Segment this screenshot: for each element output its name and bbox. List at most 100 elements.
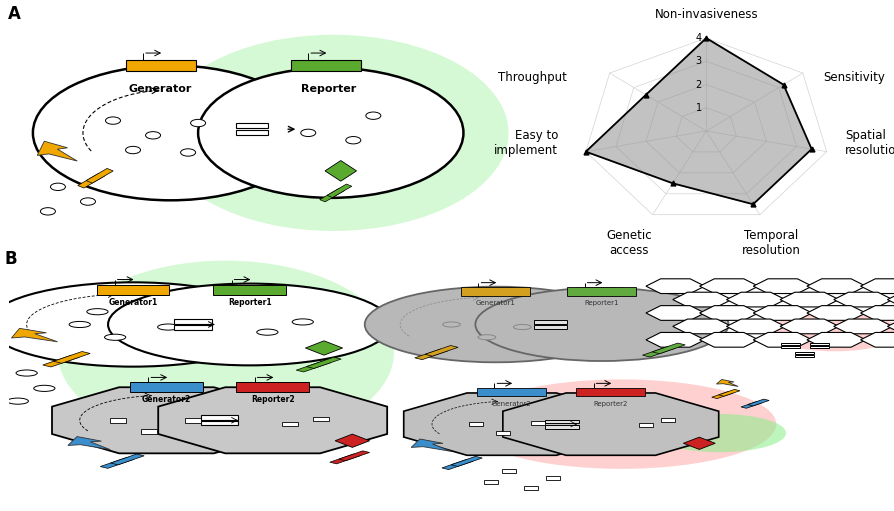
Polygon shape <box>719 389 740 396</box>
Circle shape <box>300 129 316 136</box>
FancyBboxPatch shape <box>531 421 545 425</box>
Text: Throughput: Throughput <box>499 71 568 84</box>
Polygon shape <box>861 306 894 320</box>
Polygon shape <box>780 292 839 307</box>
Circle shape <box>478 335 495 340</box>
FancyBboxPatch shape <box>524 486 538 490</box>
FancyBboxPatch shape <box>185 418 201 423</box>
Polygon shape <box>296 361 331 372</box>
Circle shape <box>50 183 65 191</box>
Polygon shape <box>807 333 865 347</box>
Text: Reporter2: Reporter2 <box>594 401 628 407</box>
Polygon shape <box>888 292 894 307</box>
Polygon shape <box>834 292 892 307</box>
Polygon shape <box>646 279 704 293</box>
Polygon shape <box>700 306 758 320</box>
FancyBboxPatch shape <box>174 325 212 330</box>
FancyBboxPatch shape <box>534 320 568 324</box>
Text: 2: 2 <box>696 80 702 89</box>
FancyBboxPatch shape <box>131 382 203 391</box>
Circle shape <box>157 324 179 330</box>
Polygon shape <box>306 341 342 355</box>
FancyBboxPatch shape <box>495 431 510 435</box>
FancyBboxPatch shape <box>810 346 830 348</box>
FancyBboxPatch shape <box>174 319 212 324</box>
Polygon shape <box>451 456 482 467</box>
Circle shape <box>198 68 463 198</box>
Text: A: A <box>8 5 21 24</box>
Circle shape <box>346 136 361 144</box>
Polygon shape <box>52 387 281 453</box>
FancyBboxPatch shape <box>469 422 484 426</box>
Text: Genetic
access: Genetic access <box>606 228 652 257</box>
Circle shape <box>513 324 531 330</box>
Polygon shape <box>643 346 676 357</box>
Text: Reporter2: Reporter2 <box>251 394 294 404</box>
Circle shape <box>33 65 308 200</box>
Polygon shape <box>425 345 458 356</box>
Text: Reporter1: Reporter1 <box>585 300 620 306</box>
Polygon shape <box>330 454 360 464</box>
Text: Reporter1: Reporter1 <box>228 297 272 307</box>
Circle shape <box>146 132 161 139</box>
Circle shape <box>366 112 381 120</box>
Polygon shape <box>741 402 763 408</box>
Circle shape <box>181 149 196 156</box>
Circle shape <box>7 398 29 404</box>
FancyBboxPatch shape <box>236 382 309 391</box>
FancyBboxPatch shape <box>545 420 579 424</box>
Polygon shape <box>158 387 387 453</box>
Text: 3: 3 <box>696 56 702 66</box>
Ellipse shape <box>158 35 509 231</box>
FancyBboxPatch shape <box>546 476 561 480</box>
Polygon shape <box>54 352 90 363</box>
FancyBboxPatch shape <box>485 479 498 483</box>
Text: Spatial
resolution: Spatial resolution <box>845 129 894 156</box>
FancyBboxPatch shape <box>141 429 156 434</box>
FancyBboxPatch shape <box>810 342 830 345</box>
Polygon shape <box>325 160 357 181</box>
Polygon shape <box>404 393 620 455</box>
FancyBboxPatch shape <box>545 425 579 429</box>
Polygon shape <box>646 333 704 347</box>
FancyBboxPatch shape <box>780 346 800 348</box>
FancyBboxPatch shape <box>201 415 238 420</box>
Circle shape <box>105 117 121 124</box>
Circle shape <box>34 385 55 391</box>
Circle shape <box>16 370 38 376</box>
Circle shape <box>476 288 729 361</box>
Circle shape <box>40 207 55 215</box>
Polygon shape <box>683 437 715 450</box>
Polygon shape <box>78 173 105 188</box>
Polygon shape <box>415 349 448 360</box>
Polygon shape <box>807 279 865 293</box>
FancyBboxPatch shape <box>236 123 268 128</box>
Text: Generator1: Generator1 <box>108 297 157 307</box>
Text: Generator2: Generator2 <box>492 401 532 407</box>
Text: 4: 4 <box>696 33 702 43</box>
Text: Reporter: Reporter <box>300 84 356 95</box>
Text: Easy to
implement: Easy to implement <box>494 129 558 156</box>
Polygon shape <box>754 279 812 293</box>
Polygon shape <box>335 434 369 448</box>
FancyBboxPatch shape <box>236 130 268 135</box>
Polygon shape <box>861 279 894 293</box>
Polygon shape <box>888 319 894 334</box>
Ellipse shape <box>57 261 394 445</box>
Text: B: B <box>4 250 17 268</box>
Polygon shape <box>700 333 758 347</box>
Circle shape <box>365 287 627 362</box>
Circle shape <box>108 284 392 365</box>
FancyBboxPatch shape <box>283 422 299 426</box>
Circle shape <box>87 309 108 315</box>
FancyBboxPatch shape <box>577 388 645 396</box>
Circle shape <box>292 319 314 325</box>
Polygon shape <box>807 306 865 320</box>
FancyBboxPatch shape <box>662 418 675 422</box>
Polygon shape <box>502 393 719 455</box>
Polygon shape <box>754 306 812 320</box>
Polygon shape <box>673 292 731 307</box>
FancyBboxPatch shape <box>461 287 530 296</box>
Polygon shape <box>673 319 731 334</box>
Polygon shape <box>712 392 733 399</box>
